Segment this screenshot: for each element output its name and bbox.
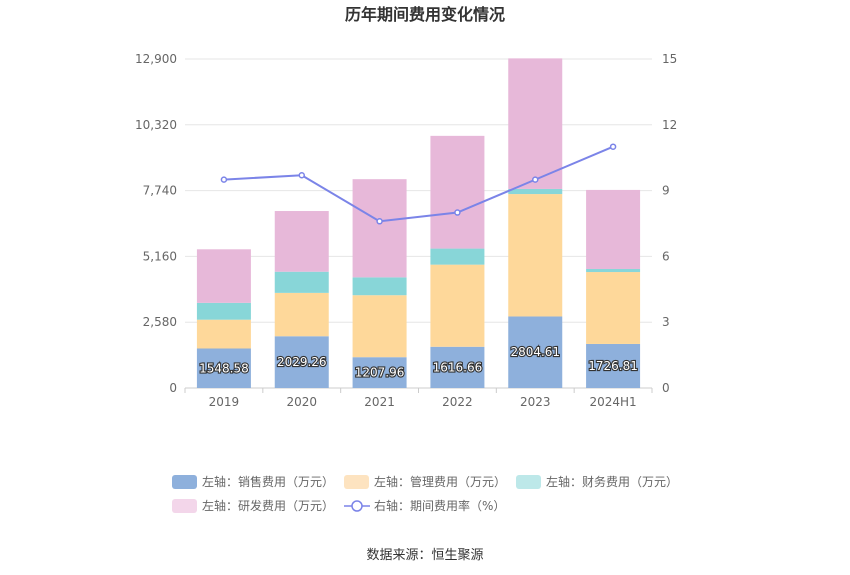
bar-segment-s3-3 bbox=[430, 135, 485, 249]
bar-data-label-3: 1616.66 bbox=[433, 360, 483, 374]
y-left-tick-label: 12,900 bbox=[135, 52, 177, 66]
bar-data-label-5: 1726.81 bbox=[588, 359, 638, 373]
legend-label-4: 右轴：期间费用率（%） bbox=[374, 498, 505, 513]
legend: 左轴：销售费用（万元） 左轴：管理费用（万元） 左轴：财务费用（万元） 左轴：研发费用… bbox=[172, 474, 678, 513]
expense-rate-point-5 bbox=[609, 143, 617, 150]
expense-rate-line-group bbox=[220, 143, 617, 225]
bar-segment-s3-4 bbox=[508, 58, 563, 189]
bar-segment-s3-1 bbox=[274, 211, 329, 272]
y-right-tick-label: 12 bbox=[662, 118, 677, 132]
y-right-tick-label: 6 bbox=[662, 249, 670, 263]
axes: 0 2,580 5,160 7,740 10,320 12,900 0 3 6 9 12 15 2019… bbox=[135, 52, 677, 409]
x-tick-label: 2022 bbox=[442, 395, 473, 409]
bar-segment-s0-0 bbox=[196, 348, 251, 388]
bar-segment-s1-5 bbox=[586, 272, 641, 344]
bar-data-label-1: 2029.26 bbox=[277, 355, 327, 369]
x-tick-label: 2021 bbox=[364, 395, 395, 409]
expense-rate-point-3 bbox=[454, 209, 461, 216]
legend-swatch-marker-4 bbox=[351, 500, 363, 512]
y-left-tick-label: 7,740 bbox=[143, 184, 177, 198]
expense-rate-line bbox=[223, 145, 614, 223]
legend-label-1: 左轴：管理费用（万元） bbox=[374, 474, 506, 489]
x-tick-label: 2020 bbox=[286, 395, 317, 409]
expense-rate-point-4 bbox=[532, 176, 539, 183]
bar-segment-s3-2 bbox=[352, 179, 407, 278]
bar-data-label-4: 2804.61 bbox=[510, 345, 560, 359]
bar-segment-s1-4 bbox=[508, 194, 563, 317]
bar-segment-s0-4 bbox=[508, 316, 563, 388]
expense-rate-point-1 bbox=[298, 171, 305, 179]
legend-swatch-0 bbox=[172, 475, 197, 489]
bar-segment-s0-5 bbox=[586, 343, 641, 388]
bar-segment-s0-3 bbox=[430, 346, 485, 388]
bar-segment-s1-3 bbox=[430, 264, 485, 347]
bar-segment-s2-1 bbox=[274, 271, 329, 293]
legend-swatch-1 bbox=[344, 475, 369, 489]
legend-label-0: 左轴：销售费用（万元） bbox=[202, 474, 334, 489]
y-left-tick-label: 0 bbox=[169, 381, 177, 395]
bar-segment-s0-1 bbox=[274, 336, 329, 388]
y-left-tick-label: 10,320 bbox=[135, 118, 177, 132]
bar-segment-s2-3 bbox=[430, 248, 485, 265]
legend-label-3: 左轴：研发费用（万元） bbox=[202, 498, 334, 513]
bar-segment-s3-5 bbox=[586, 189, 641, 269]
bar-stack-group: 1548.58 2029.26 1207.96 1616.66 2804.61 1726.… bbox=[196, 58, 641, 388]
y-right-tick-label: 3 bbox=[662, 315, 670, 329]
bar-segment-s1-0 bbox=[196, 319, 251, 349]
source-note: 数据来源：恒生聚源 bbox=[366, 548, 483, 563]
x-tick-label: 2023 bbox=[520, 395, 551, 409]
bar-segment-s2-2 bbox=[352, 277, 407, 296]
y-left-tick-label: 2,580 bbox=[143, 315, 177, 329]
expense-rate-point-2 bbox=[376, 218, 383, 225]
bar-segment-s2-4 bbox=[508, 188, 563, 195]
x-tick-label: 2024H1 bbox=[589, 395, 636, 409]
bar-data-label-2: 1207.96 bbox=[355, 366, 405, 380]
y-left-tick-label: 5,160 bbox=[143, 249, 177, 263]
bar-segment-s2-0 bbox=[196, 302, 251, 320]
y-right-tick-label: 9 bbox=[662, 184, 670, 198]
chart-title: 历年期间费用变化情况 bbox=[345, 5, 505, 24]
legend-swatch-2 bbox=[516, 475, 541, 489]
bar-segment-s2-5 bbox=[586, 268, 641, 273]
y-right-tick-label: 0 bbox=[662, 381, 670, 395]
legend-swatch-3 bbox=[172, 499, 197, 513]
legend-label-2: 左轴：财务费用（万元） bbox=[546, 474, 678, 489]
grid-lines bbox=[185, 58, 652, 389]
bar-segment-s3-0 bbox=[196, 249, 251, 303]
x-tick-label: 2019 bbox=[209, 395, 240, 409]
bar-segment-s0-2 bbox=[352, 357, 407, 388]
y-right-tick-label: 15 bbox=[662, 52, 677, 66]
bar-data-label-0: 1548.58 bbox=[199, 361, 249, 375]
bar-segment-s1-2 bbox=[352, 295, 407, 358]
expense-rate-point-0 bbox=[220, 176, 228, 183]
bar-segment-s1-1 bbox=[274, 292, 329, 337]
